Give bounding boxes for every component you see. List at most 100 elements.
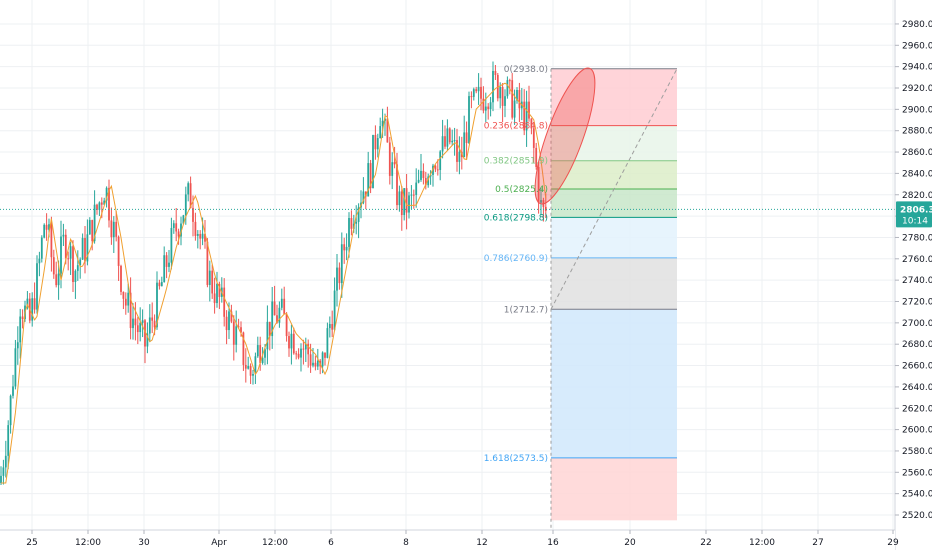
fib-level-label: 0.5(2825.4) — [495, 185, 548, 195]
candle-body — [98, 202, 101, 210]
candle-body — [276, 315, 278, 323]
candle-body — [170, 227, 173, 263]
candle-body — [453, 140, 456, 142]
candle-body — [436, 169, 439, 171]
ma-line — [1, 82, 547, 484]
candle-body — [280, 298, 283, 308]
price-tick-label: 2860.0 — [902, 148, 932, 158]
candle-body — [96, 204, 98, 210]
candle-body — [256, 345, 259, 357]
candle-body — [412, 194, 415, 196]
moving-average — [1, 82, 547, 484]
price-tick-label: 2760.0 — [902, 255, 932, 265]
time-tick-label: 22 — [700, 538, 711, 548]
candle-body — [266, 321, 269, 350]
candle-body — [504, 96, 506, 106]
candle-body — [230, 311, 233, 322]
fib-zone — [551, 188, 677, 218]
candle-body — [386, 118, 389, 143]
candle-body — [369, 163, 372, 189]
candle-body — [2, 467, 5, 476]
candle-body — [120, 265, 122, 292]
candle-body — [187, 183, 190, 195]
candle-body — [134, 318, 137, 326]
time-tick-label: Apr — [211, 538, 227, 548]
candle-body — [439, 151, 442, 170]
candle-body — [151, 317, 154, 321]
candle-body — [372, 135, 374, 189]
candle-body — [355, 221, 358, 224]
candle-body — [240, 327, 242, 333]
candle-body — [381, 120, 384, 127]
candle-body — [153, 320, 156, 328]
candle-body — [184, 194, 187, 216]
candle-body — [451, 140, 454, 143]
candle-body — [494, 70, 497, 75]
candle-body — [139, 322, 142, 333]
candle-body — [103, 200, 106, 205]
candle-body — [91, 220, 94, 242]
candle-body — [204, 233, 206, 242]
candle-body — [12, 386, 14, 396]
candle-body — [357, 207, 360, 222]
price-tick-label: 2680.0 — [902, 340, 932, 350]
candle-body — [110, 220, 113, 238]
candle-body — [285, 314, 288, 337]
candle-body — [444, 136, 446, 147]
time-tick-label: 6 — [328, 538, 334, 548]
candle-body — [86, 234, 89, 262]
candle-body — [312, 362, 314, 366]
candle-body — [331, 324, 334, 330]
candle-body — [271, 301, 274, 337]
candle-body — [343, 244, 346, 251]
candle-body — [484, 106, 487, 111]
candle-body — [321, 352, 324, 367]
candle-body — [393, 162, 396, 165]
candle-body — [513, 100, 516, 118]
candle-body — [14, 348, 17, 387]
candle-body — [177, 231, 180, 237]
candle-body — [261, 357, 264, 363]
candle-body — [302, 348, 305, 350]
candle-body — [38, 258, 41, 264]
candle-body — [458, 151, 461, 162]
candle-body — [405, 188, 408, 213]
candle-body — [225, 316, 228, 331]
candle-body — [172, 223, 175, 228]
candle-body — [64, 234, 67, 259]
candle-body — [292, 333, 295, 354]
candle-body — [0, 475, 2, 483]
candle-body — [364, 191, 367, 197]
price-tick-label: 2900.0 — [902, 105, 932, 115]
candle-body — [508, 80, 511, 82]
candle-body — [127, 292, 130, 306]
price-tick-label: 2600.0 — [902, 426, 932, 436]
candle-body — [211, 270, 214, 294]
candle-body — [158, 282, 161, 287]
price-axis[interactable]: 2520.0 2540.0 2560.0 2580.0 2600.0 2620.0 2640… — [894, 0, 932, 550]
candle-body — [237, 326, 240, 328]
candle-body — [254, 356, 257, 374]
time-tick-label: 20 — [624, 538, 636, 548]
time-axis[interactable]: 25 12:00 30 Apr 12:00 6 8 12 16 20 22 12:00 27 29 — [0, 529, 899, 550]
candle-body — [232, 321, 235, 345]
candle-body — [468, 96, 470, 144]
candle-body — [489, 102, 492, 110]
candle-body — [163, 255, 166, 283]
candle-body — [499, 86, 502, 99]
price-tick-label: 2540.0 — [902, 490, 932, 500]
candle-body — [324, 352, 326, 358]
time-tick-label: 12:00 — [75, 538, 101, 548]
candle-body — [544, 206, 547, 211]
candle-body — [235, 326, 238, 345]
candle-body — [16, 342, 19, 349]
candle-body — [115, 221, 118, 237]
price-tick-label: 2620.0 — [902, 404, 932, 414]
candle-body — [88, 220, 91, 235]
price-tick-label: 2820.0 — [902, 191, 932, 201]
fib-level-label: 0.236(2884.8) — [484, 122, 548, 132]
candle-body — [182, 215, 185, 224]
candle-body — [33, 298, 36, 310]
